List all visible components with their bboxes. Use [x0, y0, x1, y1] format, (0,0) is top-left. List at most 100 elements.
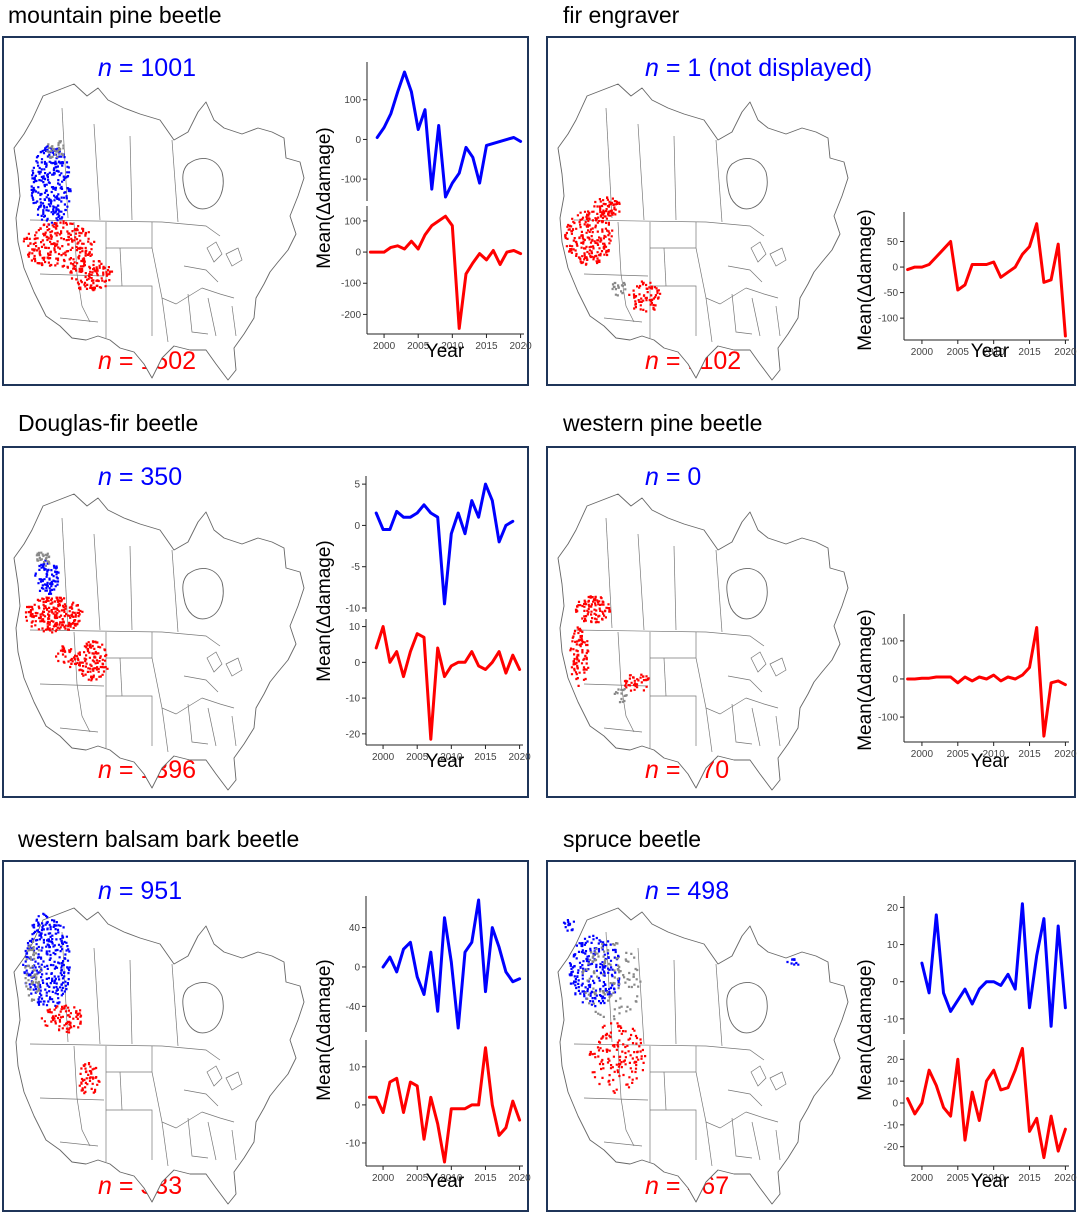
border-line: [605, 517, 613, 629]
chart-canada: 100 0 -100: [341, 62, 523, 201]
border-line: [129, 135, 133, 221]
border-line: [650, 285, 697, 336]
damage-points: [24, 596, 84, 634]
y-tick-label: -10: [346, 604, 361, 615]
border-line: [207, 1121, 217, 1161]
y-tick-label: 0: [355, 248, 361, 259]
chart-us: 100 0 -100 2000 2005 2010 2015 2020: [878, 614, 1077, 760]
border-line: [731, 293, 753, 335]
border-line: [231, 715, 237, 747]
border-line: [93, 947, 101, 1045]
great-lakes: [769, 247, 787, 267]
damage-points: [55, 645, 80, 669]
chart-us: 50 0 -50 -100 2000 2005 2010 2015 2020: [878, 212, 1077, 358]
base-map: [557, 493, 849, 791]
y-axis-label: Mean(Δdamage): [855, 209, 876, 351]
base-map: [13, 83, 305, 381]
damage-points: [623, 673, 650, 692]
border-line: [171, 963, 179, 1047]
y-tick-label: 0: [354, 521, 360, 532]
border-line: [705, 1121, 713, 1167]
x-axis-label: Year: [426, 751, 465, 772]
border-line: [29, 629, 221, 647]
damage-points: [46, 140, 65, 159]
border-line: [61, 107, 69, 219]
base-map: [557, 83, 849, 381]
border-line: [93, 533, 101, 631]
border-line: [29, 1043, 221, 1061]
series-line-us: [906, 626, 1067, 738]
n-canada-douglas-fir-beetle: n = 350: [98, 463, 183, 491]
border-line: [39, 683, 105, 687]
panel-title-spruce-beetle: spruce beetle: [563, 826, 702, 852]
series-line-canada: [920, 902, 1067, 1028]
chart-canada: 20 10 0 -10: [884, 896, 1067, 1034]
continent-outline: [557, 907, 849, 1205]
border-line: [705, 297, 713, 343]
border-line: [617, 221, 635, 323]
x-tick-label: 2020: [508, 752, 531, 763]
border-line: [603, 727, 643, 733]
y-tick-label: 0: [354, 962, 360, 973]
y-tick-label: 0: [354, 1100, 360, 1111]
n-canada-fir-engraver: n = 1 (not displayed): [645, 54, 873, 82]
border-line: [715, 549, 723, 633]
series-line-us: [374, 625, 522, 741]
border-line: [183, 265, 219, 283]
great-lakes: [206, 1065, 223, 1087]
border-line: [731, 703, 753, 745]
border-line: [745, 287, 779, 299]
border-line: [663, 657, 667, 697]
border-line: [161, 707, 169, 753]
border-line: [583, 683, 649, 687]
x-tick-label: 2005: [407, 341, 430, 352]
x-tick-label: 2015: [1018, 749, 1041, 760]
border-line: [119, 247, 123, 287]
x-tick-label: 2010: [983, 1173, 1006, 1184]
y-tick-label: 0: [892, 977, 898, 988]
border-line: [161, 1121, 169, 1167]
border-line: [605, 107, 613, 219]
great-lakes: [750, 241, 767, 263]
x-tick-label: 2015: [475, 341, 498, 352]
border-line: [59, 317, 99, 323]
border-line: [183, 675, 219, 693]
panel-title-douglas-fir-beetle: Douglas-fir beetle: [18, 410, 199, 436]
y-tick-label: 100: [344, 95, 361, 106]
border-line: [129, 545, 133, 631]
y-tick-label: 20: [887, 1055, 899, 1066]
y-tick-label: -10: [346, 694, 361, 705]
border-line: [201, 1111, 235, 1123]
y-tick-label: 100: [344, 216, 361, 227]
x-axis-label: Year: [971, 1171, 1010, 1192]
chart-canada: 40 0 -40: [346, 896, 522, 1032]
border-line: [39, 1097, 105, 1101]
border-line: [731, 1117, 753, 1159]
n-canada-western-balsam-bark-beetle: n = 951: [98, 877, 183, 905]
damage-points: [76, 640, 109, 682]
border-line: [171, 549, 179, 633]
x-tick-label: 2000: [911, 1173, 934, 1184]
border-line: [183, 1089, 219, 1107]
border-line: [673, 135, 677, 221]
damage-points: [568, 934, 621, 1008]
panel-title-western-balsam-bark-beetle: western balsam bark beetle: [18, 826, 300, 852]
series-line-us: [367, 1046, 522, 1164]
x-axis-label: Year: [971, 341, 1010, 362]
border-line: [663, 247, 667, 287]
border-line: [715, 963, 723, 1047]
damage-points: [593, 196, 621, 218]
y-tick-label: -50: [884, 288, 899, 299]
y-tick-label: -100: [341, 279, 361, 290]
border-line: [751, 1121, 761, 1161]
x-tick-label: 2010: [440, 752, 463, 763]
y-tick-label: -10: [884, 1120, 899, 1131]
border-line: [705, 707, 713, 753]
x-tick-label: 2020: [509, 341, 532, 352]
border-line: [637, 123, 645, 221]
border-line: [573, 629, 765, 647]
y-axis-label: Mean(Δdamage): [314, 127, 335, 269]
y-tick-label: 0: [355, 135, 361, 146]
x-tick-label: 2015: [1018, 1173, 1041, 1184]
